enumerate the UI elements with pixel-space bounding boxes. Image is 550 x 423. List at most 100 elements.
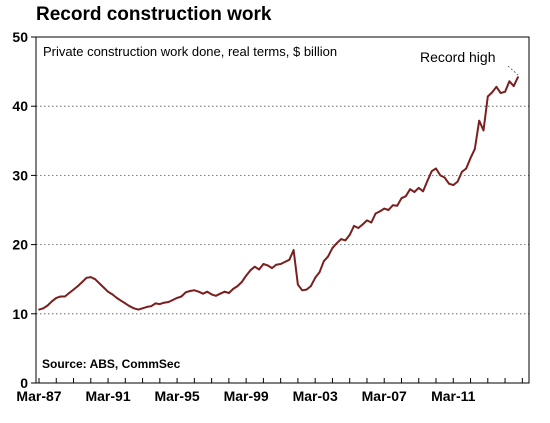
y-tick-label: 30	[12, 167, 28, 183]
data-point	[327, 255, 329, 258]
data-point	[266, 264, 269, 267]
data-point	[137, 308, 140, 311]
data-point	[465, 167, 468, 170]
data-point	[361, 223, 364, 226]
data-point	[193, 289, 196, 292]
data-point	[68, 292, 71, 294]
data-point	[435, 167, 437, 170]
y-tick-label: 10	[12, 306, 28, 322]
x-axis: Mar-87 Mar-91 Mar-95 Mar-99 Mar-03 Mar-07 Mar-…	[16, 378, 523, 404]
data-point	[275, 263, 278, 266]
record-high-arrow	[507, 65, 519, 76]
data-point	[297, 283, 299, 286]
data-point	[469, 157, 472, 160]
data-point	[512, 85, 515, 87]
data-point	[335, 242, 338, 245]
data-point	[184, 291, 187, 294]
data-point	[253, 265, 256, 268]
data-point	[482, 129, 485, 132]
x-tick-label: Mar-91	[85, 388, 130, 404]
source-note: Source: ABS, CommSec	[42, 357, 181, 371]
data-point	[305, 288, 308, 291]
data-point	[344, 239, 347, 242]
data-point	[499, 92, 502, 94]
data-point	[115, 297, 118, 299]
data-point	[310, 285, 312, 287]
data-point	[158, 303, 161, 305]
data-point	[150, 305, 153, 308]
data-point	[430, 170, 433, 173]
x-tick-label: Mar-99	[224, 388, 269, 404]
x-tick-label: Mar-11	[431, 388, 476, 404]
data-point	[495, 85, 498, 88]
plot-area-frame	[35, 36, 530, 384]
data-point	[417, 187, 420, 189]
data-point	[473, 148, 476, 151]
data-point	[141, 307, 144, 310]
data-point	[202, 292, 204, 295]
data-point	[42, 307, 45, 310]
data-point	[176, 297, 179, 299]
data-point	[413, 191, 416, 193]
data-point	[232, 288, 235, 290]
data-point	[154, 302, 157, 305]
y-tick-label: 0	[20, 375, 28, 391]
data-point	[366, 219, 368, 222]
data-point	[120, 299, 122, 302]
data-point	[163, 301, 166, 304]
data-point	[46, 304, 49, 307]
data-point	[292, 249, 295, 252]
data-point	[245, 274, 248, 277]
data-point	[167, 301, 170, 303]
data-point	[262, 263, 265, 265]
data-point	[448, 182, 450, 185]
data-point	[279, 263, 282, 265]
series-line	[38, 76, 519, 311]
data-point	[111, 293, 114, 296]
data-point	[357, 227, 360, 229]
data-point	[210, 293, 213, 296]
data-point	[197, 290, 200, 293]
chart-subtitle: Private construction work done, real ter…	[43, 44, 337, 59]
data-point	[124, 302, 127, 305]
data-point	[81, 281, 84, 283]
data-point	[443, 176, 446, 179]
data-point	[258, 268, 260, 271]
x-tick-label: Mar-87	[16, 388, 61, 404]
data-point	[236, 285, 239, 287]
y-tick-label: 50	[12, 29, 28, 45]
data-point	[353, 225, 355, 227]
data-point	[404, 195, 407, 198]
x-tick-label: Mar-07	[362, 388, 407, 404]
data-point	[271, 267, 273, 269]
data-point	[456, 180, 459, 183]
data-point	[517, 76, 519, 78]
data-point	[102, 286, 105, 289]
data-point	[504, 90, 506, 93]
data-point	[94, 278, 96, 281]
chart-title: Record construction work	[36, 4, 272, 25]
data-point	[452, 184, 455, 187]
data-point	[508, 80, 511, 83]
data-point	[387, 209, 390, 211]
x-tick-label: Mar-03	[293, 388, 338, 404]
data-point	[461, 171, 463, 173]
data-point	[59, 295, 62, 298]
data-point	[400, 197, 403, 200]
data-point	[409, 188, 411, 191]
data-point	[288, 258, 291, 261]
y-tick-label: 40	[12, 98, 28, 114]
data-points	[38, 76, 519, 311]
data-point	[228, 292, 230, 294]
data-point	[331, 247, 334, 250]
data-point	[89, 276, 92, 278]
data-point	[379, 210, 381, 213]
data-point	[76, 285, 79, 287]
data-point	[284, 261, 286, 263]
data-point	[107, 290, 109, 293]
data-point	[439, 174, 442, 177]
data-point	[219, 292, 222, 295]
y-axis: 0 10 20 30 40 50	[12, 29, 36, 391]
data-point	[189, 290, 191, 292]
